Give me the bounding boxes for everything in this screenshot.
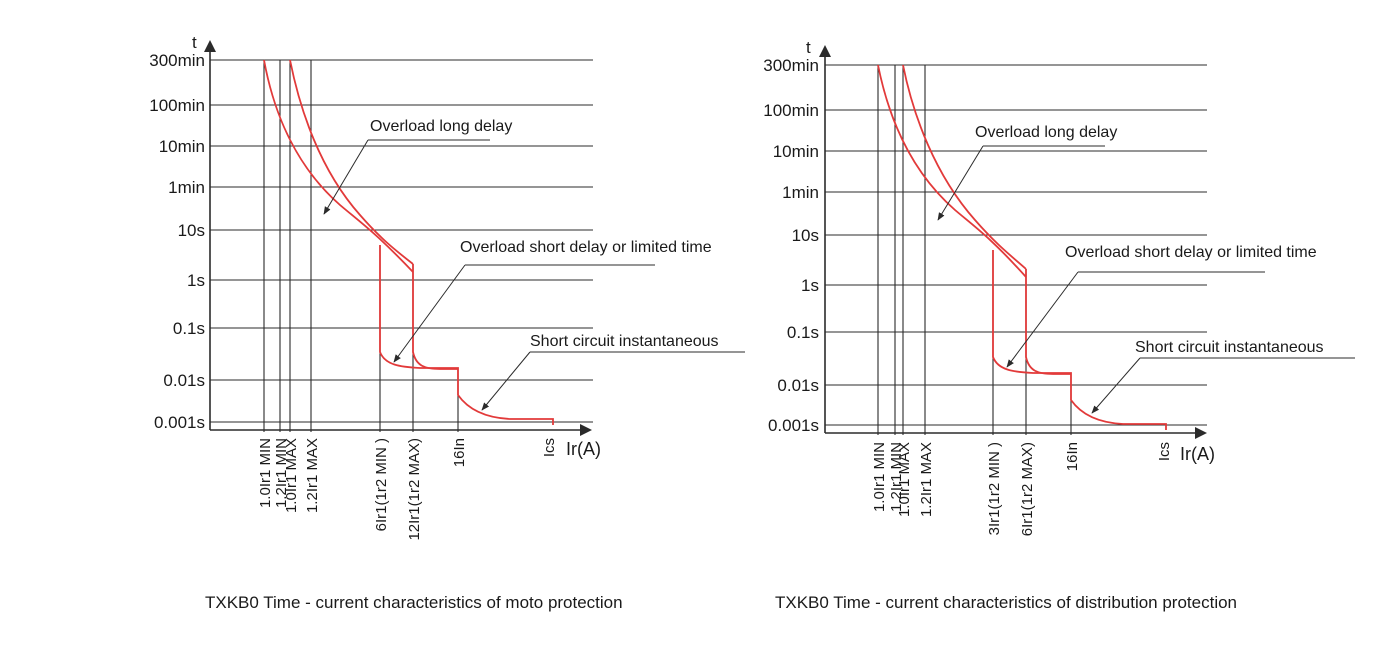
curve-b xyxy=(289,59,414,265)
caption-distribution-protection: TXKB0 Time - current characteristics of … xyxy=(775,593,1238,612)
x-tick-label: 1.0Ir1 MIN xyxy=(871,442,888,512)
x-tick-label: 6Ir1(1r2 MAX) xyxy=(1019,442,1036,536)
y-tick-label: 0.001s xyxy=(154,413,205,432)
y-tick-label: 0.1s xyxy=(173,319,205,338)
y-tick-label: 1s xyxy=(187,271,205,290)
curve-shortB xyxy=(412,264,458,370)
curve-shortA xyxy=(379,245,554,425)
x-tick-label: 1.2Ir1 MIN xyxy=(273,438,290,508)
caption-motor-protection: TXKB0 Time - current characteristics of … xyxy=(205,593,623,612)
annotation-label: Overload short delay or limited time xyxy=(1065,244,1317,261)
curve-a xyxy=(263,59,414,273)
x-tick-label: 6Ir1(1r2 MIN ) xyxy=(373,438,390,531)
x-tick-label: Ics xyxy=(1156,442,1173,461)
y-tick-label: 300min xyxy=(149,51,205,70)
y-axis-arrow-icon xyxy=(204,40,216,52)
y-tick-label: 1min xyxy=(782,183,819,202)
y-tick-label: 10s xyxy=(178,221,205,240)
annotation-arrow xyxy=(323,139,369,215)
y-tick-label: 1min xyxy=(168,178,205,197)
annotation-arrow xyxy=(937,145,984,221)
y-tick-label: 0.01s xyxy=(163,371,205,390)
y-tick-label: 10min xyxy=(159,137,205,156)
y-axis-arrow-icon xyxy=(819,45,831,57)
y-axis-label: t xyxy=(192,33,197,52)
x-tick-label: 1.2Ir1 MAX xyxy=(918,442,935,517)
annotation-label: Short circuit instantaneous xyxy=(1135,339,1324,356)
x-tick-label: 16In xyxy=(451,438,468,467)
x-tick-label: 1.2Ir1 MIN xyxy=(888,442,905,512)
annotation-label: Overload short delay or limited time xyxy=(460,239,712,256)
x-axis-arrow-icon xyxy=(1195,427,1207,439)
curve-shortB xyxy=(1025,269,1071,375)
y-tick-label: 100min xyxy=(763,101,819,120)
y-tick-label: 0.01s xyxy=(777,376,819,395)
annotation-label: Overload long delay xyxy=(370,118,512,135)
x-axis-arrow-icon xyxy=(580,424,592,436)
y-axis-label: t xyxy=(806,38,811,57)
x-tick-label: 3Ir1(1r2 MIN ) xyxy=(986,442,1003,535)
annotation-arrow xyxy=(481,351,531,411)
x-tick-label: 1.0Ir1 MIN xyxy=(257,438,274,508)
x-axis-label: Ir(A) xyxy=(566,439,601,459)
x-axis-label: Ir(A) xyxy=(1180,444,1215,464)
curve-a xyxy=(877,64,1027,278)
y-tick-label: 1s xyxy=(801,276,819,295)
x-tick-label: 1.0Ir1 MAX xyxy=(283,438,300,513)
y-tick-label: 300min xyxy=(763,56,819,75)
y-tick-label: 0.1s xyxy=(787,323,819,342)
x-tick-label: 16In xyxy=(1064,442,1081,471)
annotation-label: Short circuit instantaneous xyxy=(530,333,719,350)
annotation-arrow xyxy=(1091,357,1141,414)
annotation-arrow xyxy=(393,264,466,363)
x-tick-label: 12Ir1(1r2 MAX) xyxy=(406,438,423,541)
annotation-arrow xyxy=(1006,271,1079,368)
y-tick-label: 10min xyxy=(773,142,819,161)
x-tick-label: 1.0Ir1 MAX xyxy=(896,442,913,517)
x-tick-label: Ics xyxy=(541,438,558,457)
curve-b xyxy=(902,64,1027,270)
annotation-label: Overload long delay xyxy=(975,124,1117,141)
y-tick-label: 100min xyxy=(149,96,205,115)
x-tick-label: 1.2Ir1 MAX xyxy=(304,438,321,513)
y-tick-label: 10s xyxy=(792,226,819,245)
y-tick-label: 0.001s xyxy=(768,416,819,435)
curve-shortA xyxy=(992,250,1167,430)
